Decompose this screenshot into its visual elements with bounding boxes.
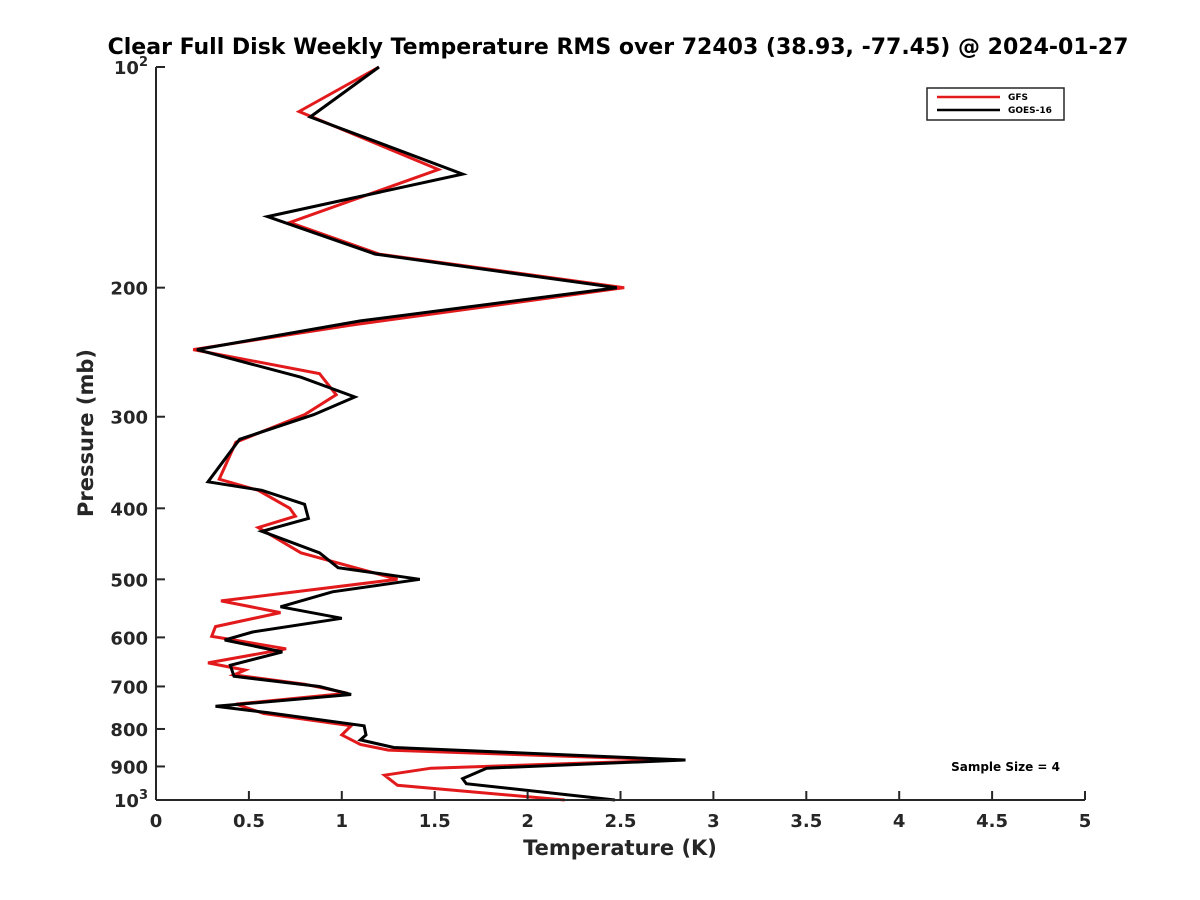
x-tick-label: 1 (336, 811, 349, 832)
x-tick-label: 0 (150, 811, 163, 832)
x-tick-label: 1.5 (419, 811, 451, 832)
chart-title: Clear Full Disk Weekly Temperature RMS o… (108, 35, 1129, 60)
y-tick-label: 300 (110, 408, 148, 429)
x-tick-label: 4.5 (976, 811, 1008, 832)
x-axis-label: Temperature (K) (523, 836, 717, 860)
y-axis-label: Pressure (mb) (74, 349, 98, 517)
x-tick-label: 0.5 (233, 811, 265, 832)
series-lines (192, 65, 686, 802)
x-tick-label: 2.5 (605, 811, 637, 832)
x-tick-label: 3.5 (790, 811, 822, 832)
y-tick-label: 102 (114, 55, 148, 79)
legend-label-goes-16: GOES-16 (1008, 106, 1052, 116)
axes: 0 0.5 1 1.5 2 2.5 3 3.5 4 4.5 5 102 200 300 400 500 600 7… (110, 55, 1091, 832)
y-tick-label: 900 (110, 757, 148, 778)
y-tick-label: 600 (110, 628, 148, 649)
y-tick-label: 500 (110, 570, 148, 591)
x-tick-label: 3 (707, 811, 720, 832)
x-tick-label: 5 (1079, 811, 1092, 832)
y-tick-label: 700 (110, 677, 148, 698)
series-line-goes-16 (196, 65, 686, 802)
x-tick-label: 4 (893, 811, 906, 832)
legend: GFS GOES-16 (926, 87, 1065, 121)
legend-box (926, 87, 1065, 121)
legend-label-gfs: GFS (1008, 93, 1028, 103)
y-tick-label: 400 (110, 499, 148, 520)
x-tick-label: 2 (521, 811, 534, 832)
y-tick-label: 103 (114, 788, 148, 812)
sample-size-annotation: Sample Size = 4 (951, 760, 1060, 774)
y-tick-label: 800 (110, 720, 148, 741)
y-tick-label: 200 (110, 279, 148, 300)
